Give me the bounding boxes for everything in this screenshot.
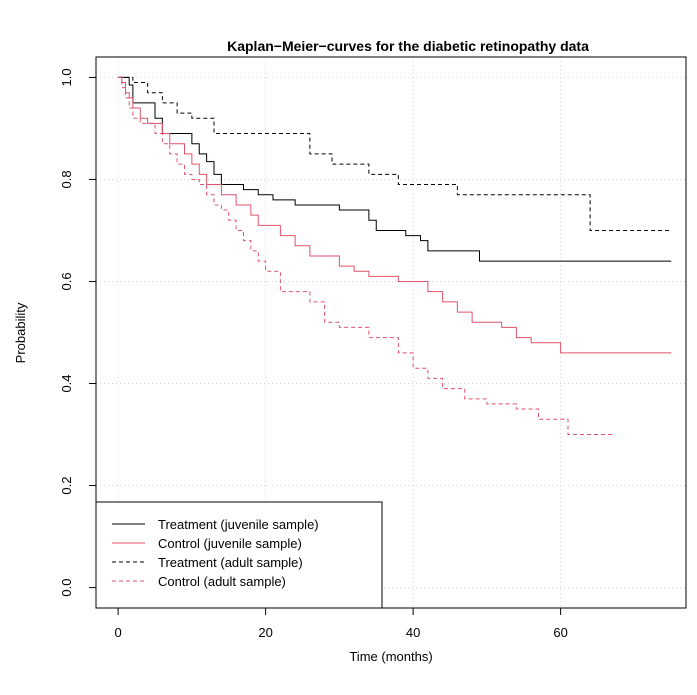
legend-label-1: Control (juvenile sample)	[158, 536, 302, 551]
series-line-0	[118, 76, 672, 262]
series-line-3	[118, 76, 613, 436]
legend-label-0: Treatment (juvenile sample)	[158, 517, 319, 532]
y-tick-label-2: 0.4	[59, 374, 74, 392]
y-tick-label-3: 0.6	[59, 272, 74, 290]
x-axis-label: Time (months)	[349, 649, 432, 664]
x-tick-label-0: 0	[115, 625, 122, 640]
y-axis-label: Probability	[13, 302, 28, 363]
y-tick-label-0: 0.0	[59, 579, 74, 597]
legend-label-3: Control (adult sample)	[158, 574, 286, 589]
legend-label-2: Treatment (adult sample)	[158, 555, 303, 570]
series-line-2	[118, 76, 672, 231]
chart-title: Kaplan−Meier−curves for the diabetic ret…	[227, 38, 589, 54]
legend-box	[95, 501, 383, 609]
y-tick-label-5: 1.0	[59, 68, 74, 86]
legend: Treatment (juvenile sample) Control (juve…	[95, 501, 383, 609]
x-axis: 0 20 40 60	[115, 608, 568, 640]
series-lines	[118, 76, 672, 436]
series-line-1	[118, 76, 672, 354]
y-tick-label-1: 0.2	[59, 477, 74, 495]
plot-frame	[95, 56, 687, 609]
x-tick-label-3: 60	[553, 625, 567, 640]
y-tick-label-4: 0.8	[59, 170, 74, 188]
y-axis: 0.0 0.2 0.4 0.6 0.8 1.0	[59, 68, 96, 597]
x-tick-label-2: 40	[406, 625, 420, 640]
x-tick-label-1: 20	[258, 625, 272, 640]
